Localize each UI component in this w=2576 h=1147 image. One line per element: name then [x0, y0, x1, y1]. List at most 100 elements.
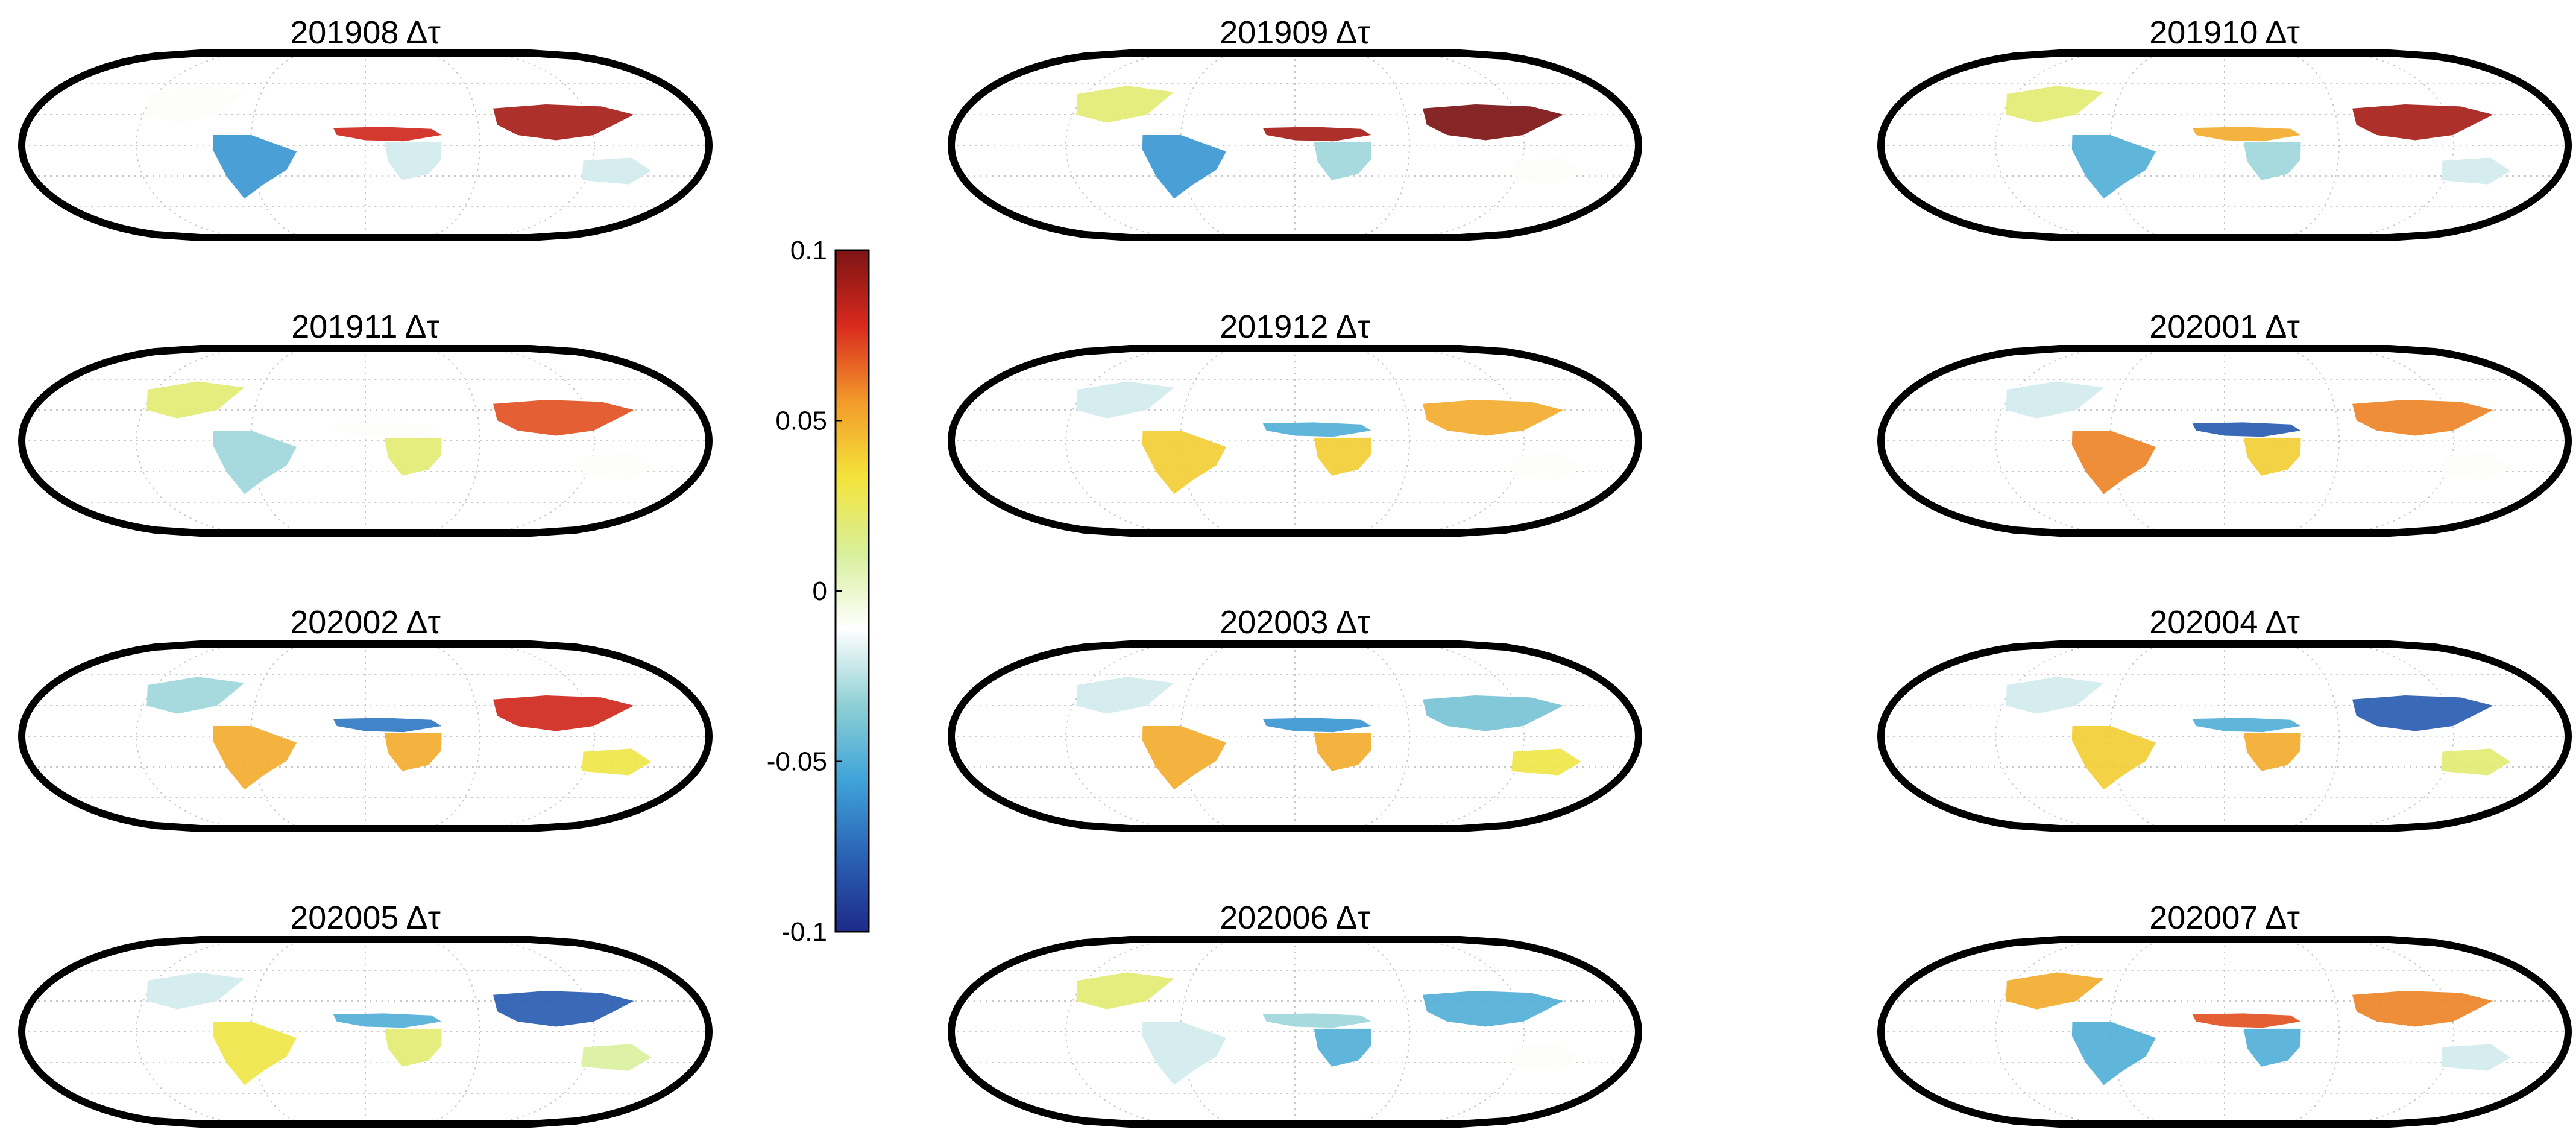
land-anomaly-layer — [146, 677, 652, 790]
region-sa — [212, 135, 297, 199]
map-frame — [18, 640, 713, 832]
region-na — [2006, 381, 2104, 419]
map-frame — [18, 49, 713, 241]
region-asia — [493, 400, 634, 436]
region-af-n — [333, 718, 442, 733]
map-panel-201910 — [1877, 49, 2572, 241]
colorbar-tick-label: 0 — [813, 577, 827, 606]
land-anomaly-layer — [2006, 381, 2511, 495]
region-sa — [2071, 1022, 2156, 1085]
panel-title-201912: 201912 Δτ — [1220, 309, 1370, 345]
panel-title-202001: 202001 Δτ — [2149, 309, 2300, 345]
region-af-s — [384, 142, 442, 180]
region-aus — [2441, 748, 2511, 776]
region-sa — [2071, 135, 2156, 199]
region-aus — [582, 157, 652, 185]
region-asia — [1423, 695, 1564, 731]
region-aus — [1511, 1044, 1581, 1071]
region-na — [1076, 677, 1174, 714]
region-sa — [1142, 726, 1227, 790]
region-sa — [1142, 135, 1227, 199]
panel-title-202006: 202006 Δτ — [1220, 900, 1370, 936]
panel-title-201910: 201910 Δτ — [2149, 14, 2300, 51]
colorbar: 0.1 0.05 0 -0.05 -0.1 — [767, 236, 870, 947]
land-anomaly-layer — [1076, 381, 1581, 495]
panel-title-202002: 202002 Δτ — [290, 604, 441, 640]
region-na — [2006, 677, 2104, 714]
map-frame — [948, 936, 1642, 1128]
region-af-n — [1262, 422, 1371, 437]
region-af-n — [1262, 127, 1371, 142]
region-af-s — [1314, 1028, 1371, 1067]
region-af-s — [384, 733, 442, 771]
region-asia — [493, 104, 634, 141]
region-na — [146, 86, 245, 123]
region-sa — [212, 1022, 297, 1085]
land-anomaly-layer — [1076, 677, 1581, 790]
region-na — [146, 381, 245, 419]
land-anomaly-layer — [146, 381, 652, 495]
region-sa — [212, 431, 297, 495]
region-asia — [2352, 695, 2493, 731]
region-af-s — [2243, 437, 2301, 476]
region-asia — [493, 991, 634, 1027]
map-frame — [948, 640, 1642, 832]
map-panel-202002 — [18, 640, 713, 832]
colorbar-tick-label: -0.1 — [781, 917, 827, 947]
region-aus — [582, 453, 652, 480]
region-af-s — [2243, 733, 2301, 771]
colorbar-tick-label: 0.1 — [790, 236, 827, 265]
panel-title-202005: 202005 Δτ — [290, 900, 441, 936]
land-anomaly-layer — [2006, 972, 2511, 1085]
panel-title-202004: 202004 Δτ — [2149, 604, 2300, 640]
region-sa — [2071, 431, 2156, 495]
region-aus — [1511, 453, 1581, 480]
map-frame — [1877, 345, 2572, 537]
region-asia — [2352, 400, 2493, 436]
region-aus — [582, 748, 652, 776]
map-panel-202005 — [18, 936, 713, 1128]
panel-title-202003: 202003 Δτ — [1220, 604, 1370, 640]
region-af-s — [2243, 1028, 2301, 1067]
map-panel-201911 — [18, 345, 713, 537]
map-frame — [18, 936, 713, 1128]
land-anomaly-layer — [146, 972, 652, 1085]
map-frame — [1877, 936, 2572, 1128]
region-aus — [2441, 453, 2511, 480]
map-panel-202006 — [948, 936, 1642, 1128]
colorbar-tick-label: -0.05 — [767, 747, 827, 777]
land-anomaly-layer — [1076, 972, 1581, 1085]
map-panel-201912 — [948, 345, 1642, 537]
region-af-n — [333, 422, 442, 437]
map-frame — [948, 49, 1642, 241]
map-panel-202003 — [948, 640, 1642, 832]
region-af-s — [384, 437, 442, 476]
region-af-s — [2243, 142, 2301, 180]
map-panel-201908 — [18, 49, 713, 241]
colorbar-tick-label: 0.05 — [775, 406, 827, 436]
panel-title-201908: 201908 Δτ — [290, 14, 441, 51]
region-asia — [493, 695, 634, 731]
region-asia — [2352, 991, 2493, 1027]
region-af-s — [1314, 142, 1371, 180]
region-aus — [2441, 157, 2511, 185]
map-panels: 201908 Δτ 201909 Δτ 201910 Δτ 201911 Δτ 2019… — [18, 14, 2572, 1128]
region-af-n — [2192, 1013, 2301, 1028]
region-na — [1076, 972, 1174, 1010]
region-af-n — [2192, 422, 2301, 437]
region-sa — [2071, 726, 2156, 790]
region-asia — [2352, 104, 2493, 141]
region-na — [146, 972, 245, 1010]
region-asia — [1423, 104, 1564, 141]
region-aus — [2441, 1044, 2511, 1071]
region-asia — [1423, 991, 1564, 1027]
region-af-n — [333, 1013, 442, 1028]
region-asia — [1423, 400, 1564, 436]
region-na — [2006, 972, 2104, 1010]
region-aus — [1511, 748, 1581, 776]
map-frame — [18, 345, 713, 537]
region-af-n — [2192, 718, 2301, 733]
region-aus — [582, 1044, 652, 1071]
land-anomaly-layer — [2006, 677, 2511, 790]
colorbar-ticks: 0.1 0.05 0 -0.05 -0.1 — [767, 236, 842, 947]
